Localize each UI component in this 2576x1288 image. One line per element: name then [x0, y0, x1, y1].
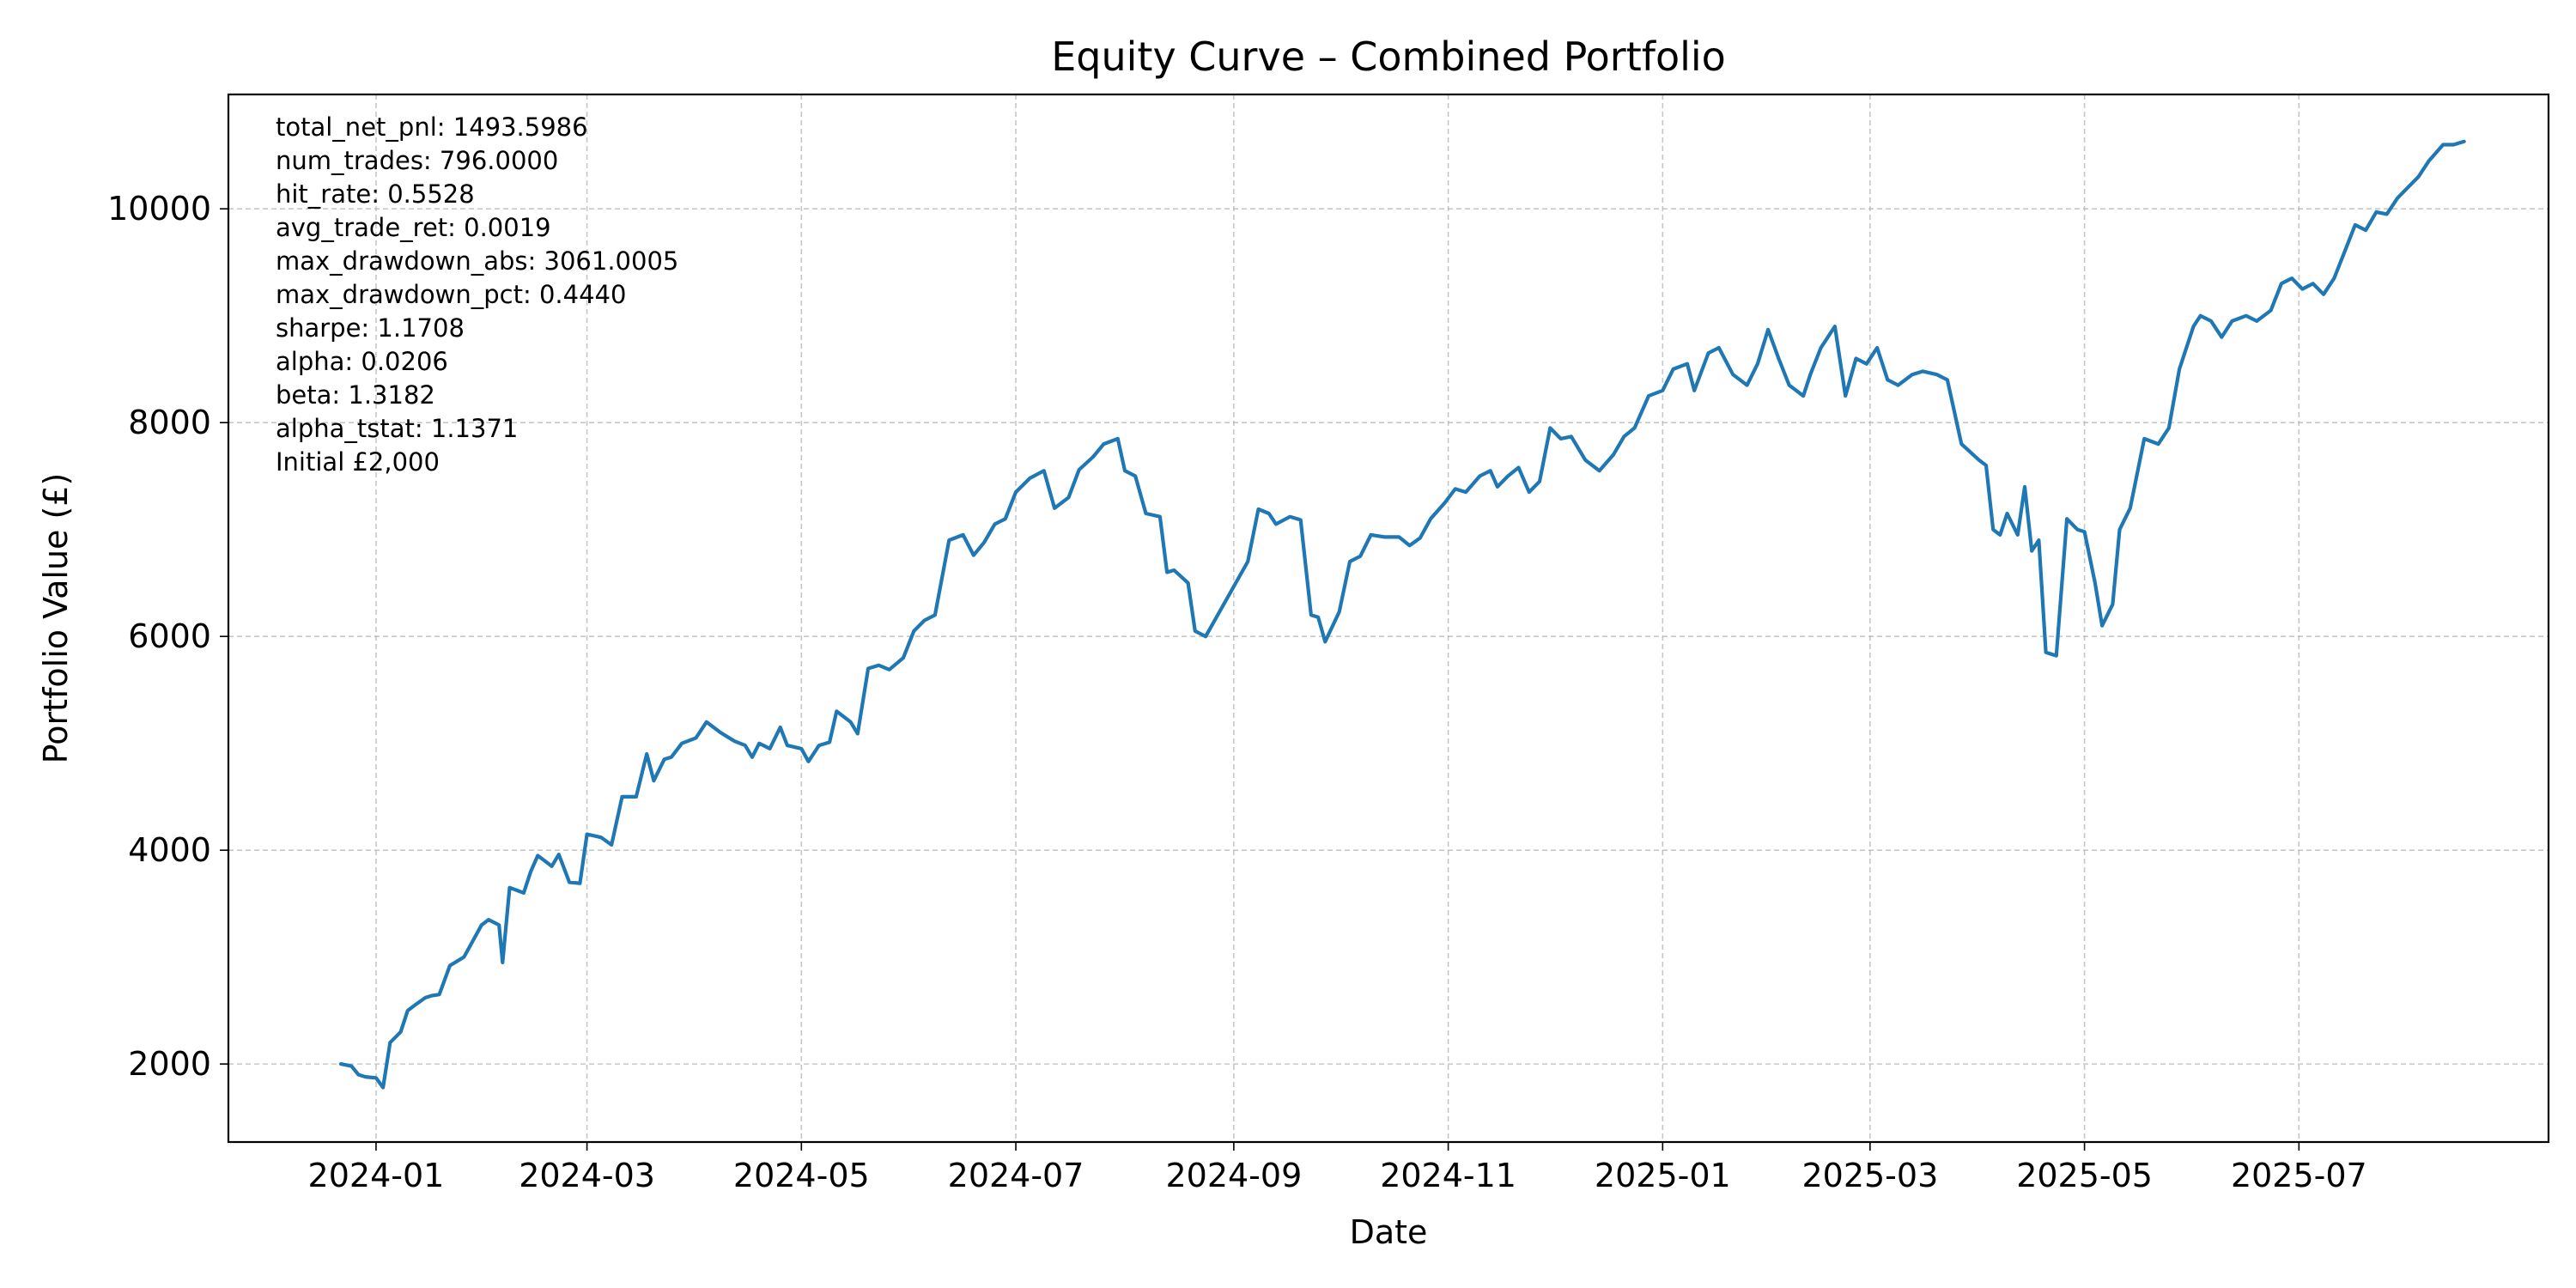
y-tick-label: 8000: [128, 404, 211, 441]
stat-line: avg_trade_ret: 0.0019: [276, 213, 551, 242]
x-tick-label: 2024-11: [1380, 1157, 1516, 1194]
series-layer: [338, 139, 2466, 1090]
x-tick-label: 2025-03: [1801, 1157, 1938, 1194]
stat-line: max_drawdown_abs: 3061.0005: [276, 246, 678, 276]
stat-line: num_trades: 796.0000: [276, 146, 558, 175]
stat-line: hit_rate: 0.5528: [276, 179, 475, 209]
equity-line: [338, 139, 2466, 1090]
x-tick-label: 2024-03: [519, 1157, 655, 1194]
y-axis-label: Portfolio Value (£): [37, 473, 75, 764]
y-tick-label: 4000: [128, 831, 211, 869]
x-tick-label: 2024-05: [733, 1157, 870, 1194]
stat-line: alpha_tstat: 1.1371: [276, 414, 518, 443]
x-tick-label: 2024-09: [1165, 1157, 1302, 1194]
chart-title: Equity Curve – Combined Portfolio: [1051, 33, 1726, 80]
x-tick-label: 2024-01: [308, 1157, 445, 1194]
plot-area-frame: [227, 93, 2550, 1144]
x-tick-label: 2024-07: [948, 1157, 1084, 1194]
stat-line: beta: 1.3182: [276, 380, 435, 410]
x-axis-label: Date: [1350, 1213, 1428, 1251]
x-tick-label: 2025-05: [2016, 1157, 2153, 1194]
y-tick-label: 2000: [128, 1045, 211, 1083]
stats-annotation: total_net_pnl: 1493.5986 num_trades: 796.…: [276, 112, 678, 477]
y-tick-label: 10000: [107, 190, 211, 228]
stat-line: max_drawdown_pct: 0.4440: [276, 280, 626, 309]
y-axis: 2000 4000 6000 8000 10000: [107, 190, 228, 1083]
x-tick-label: 2025-07: [2231, 1157, 2367, 1194]
stat-line: alpha: 0.0206: [276, 347, 448, 376]
stat-line: Initial £2,000: [276, 447, 440, 477]
x-axis: 2024-01 2024-03 2024-05 2024-07 2024-09 2024-…: [308, 1142, 2367, 1194]
stat-line: sharpe: 1.1708: [276, 313, 465, 343]
x-tick-label: 2025-01: [1595, 1157, 1731, 1194]
y-tick-label: 6000: [128, 617, 211, 655]
stat-line: total_net_pnl: 1493.5986: [276, 112, 588, 142]
grid: [228, 94, 2549, 1142]
